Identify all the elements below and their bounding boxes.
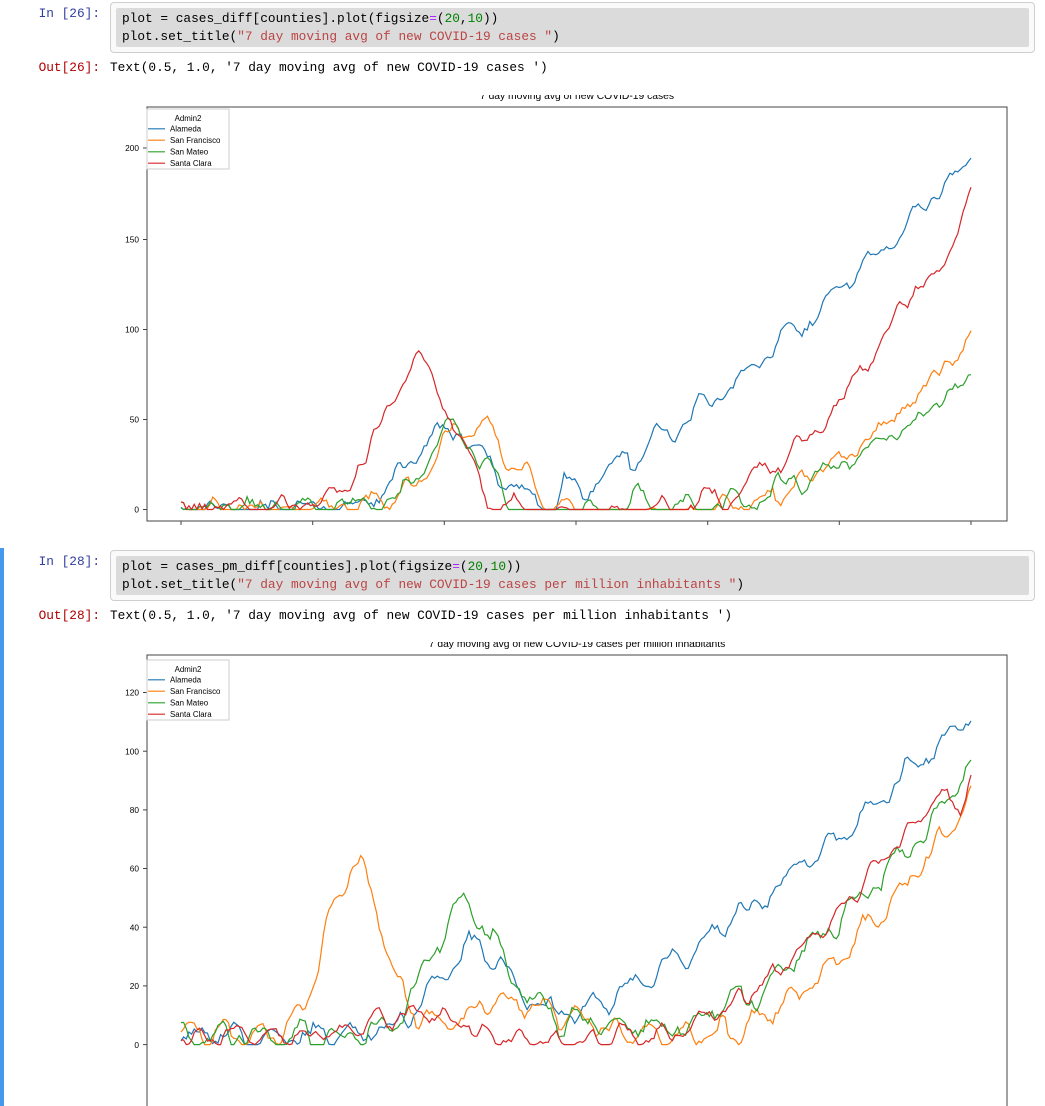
- svg-text:80: 80: [130, 805, 140, 815]
- svg-text:50: 50: [130, 415, 140, 425]
- svg-text:Admin2: Admin2: [175, 114, 202, 123]
- svg-text:0: 0: [134, 1040, 139, 1050]
- svg-text:San Mateo: San Mateo: [170, 148, 209, 157]
- svg-text:200: 200: [125, 143, 139, 153]
- svg-text:40: 40: [130, 922, 140, 932]
- svg-text:San Francisco: San Francisco: [170, 687, 221, 696]
- svg-text:Santa Clara: Santa Clara: [170, 159, 212, 168]
- svg-text:7 day moving avg of new COVID-: 7 day moving avg of new COVID-19 cases p…: [429, 642, 725, 650]
- svg-text:7 day moving avg of new COVID-: 7 day moving avg of new COVID-19 cases: [480, 95, 674, 102]
- svg-text:20: 20: [130, 981, 140, 991]
- svg-text:150: 150: [125, 235, 139, 245]
- svg-text:100: 100: [125, 746, 139, 756]
- svg-text:60: 60: [130, 864, 140, 874]
- svg-text:Alameda: Alameda: [170, 125, 202, 134]
- svg-text:San Mateo: San Mateo: [170, 699, 209, 708]
- svg-text:120: 120: [125, 688, 139, 698]
- svg-text:Alameda: Alameda: [170, 676, 202, 685]
- svg-text:San Francisco: San Francisco: [170, 136, 221, 145]
- svg-text:Admin2: Admin2: [175, 665, 202, 674]
- svg-text:0: 0: [134, 505, 139, 515]
- svg-text:100: 100: [125, 325, 139, 335]
- svg-text:Santa Clara: Santa Clara: [170, 710, 212, 719]
